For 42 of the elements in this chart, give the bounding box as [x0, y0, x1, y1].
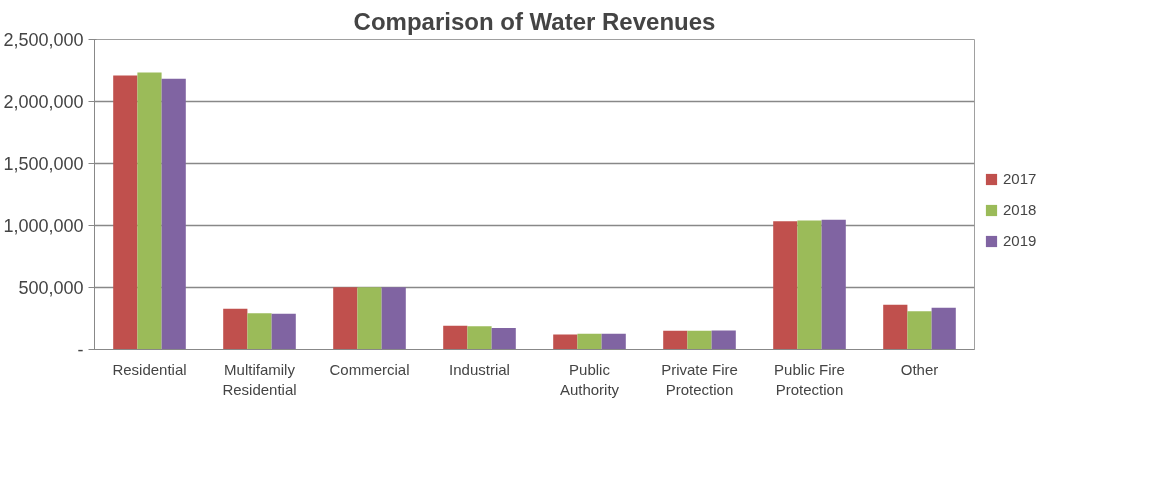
x-tick-label: Public Fire Protection [774, 360, 845, 398]
bar [663, 330, 688, 350]
x-tick-label: Residential [112, 360, 187, 378]
y-tick-label: 500,000 [18, 278, 84, 298]
bar [443, 325, 468, 350]
legend-label: 2019 [1003, 232, 1037, 249]
bar [467, 326, 492, 350]
bar [491, 328, 516, 350]
y-tick-label: - [77, 340, 84, 360]
bar [553, 334, 578, 350]
bar [931, 307, 956, 350]
bar [797, 220, 822, 350]
bar [381, 287, 406, 350]
y-tick-label: 2,000,000 [3, 92, 84, 112]
bar [907, 311, 932, 350]
bar [773, 221, 798, 350]
bar [271, 313, 296, 350]
bar [883, 304, 908, 350]
bar [223, 308, 248, 350]
bar [113, 75, 138, 350]
bar [601, 333, 626, 350]
bar [687, 330, 712, 350]
bar [161, 78, 186, 350]
x-tick-label: Industrial [449, 360, 510, 378]
y-tick-label: 2,500,000 [3, 30, 84, 50]
x-tick-label: Other [900, 360, 939, 378]
x-tick-label: Multifamily Residential [222, 360, 297, 398]
legend-label: 2018 [1003, 201, 1037, 218]
legend-label: 2017 [1003, 170, 1037, 187]
bar [821, 219, 846, 350]
y-tick-label: 1,000,000 [3, 216, 84, 236]
bar [357, 287, 382, 350]
x-tick-label: Commercial [329, 360, 410, 378]
bar [333, 287, 358, 350]
bar [711, 330, 736, 350]
bar [577, 333, 602, 350]
x-tick-label: Public Authority [559, 360, 620, 398]
chart-title: Comparison of Water Revenues [353, 7, 716, 35]
x-tick-label: Private Fire Protection [661, 360, 738, 398]
bar [247, 313, 272, 350]
y-tick-label: 1,500,000 [3, 154, 84, 174]
bar [137, 72, 162, 350]
